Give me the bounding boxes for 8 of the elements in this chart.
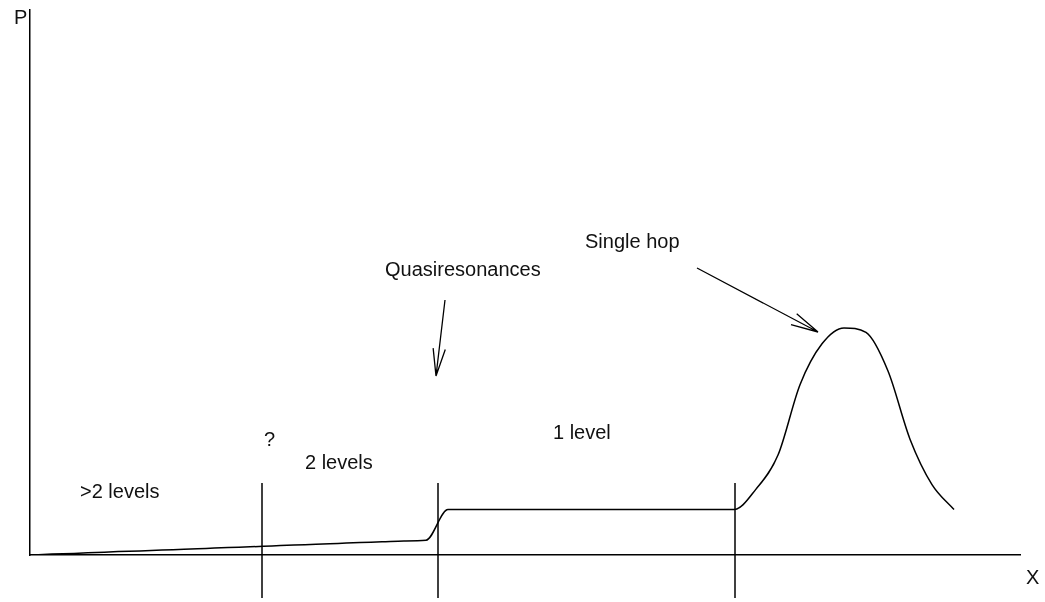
text: P [14,6,28,29]
text: Single hop [585,230,680,253]
text: Quasiresonances [385,258,541,281]
annotation: 1 level [553,421,611,444]
x-axis-title: X [1026,566,1040,589]
annotation: 2 levels [305,451,373,474]
annotation: ? [264,428,276,451]
annotation: >2 levels [80,480,160,503]
